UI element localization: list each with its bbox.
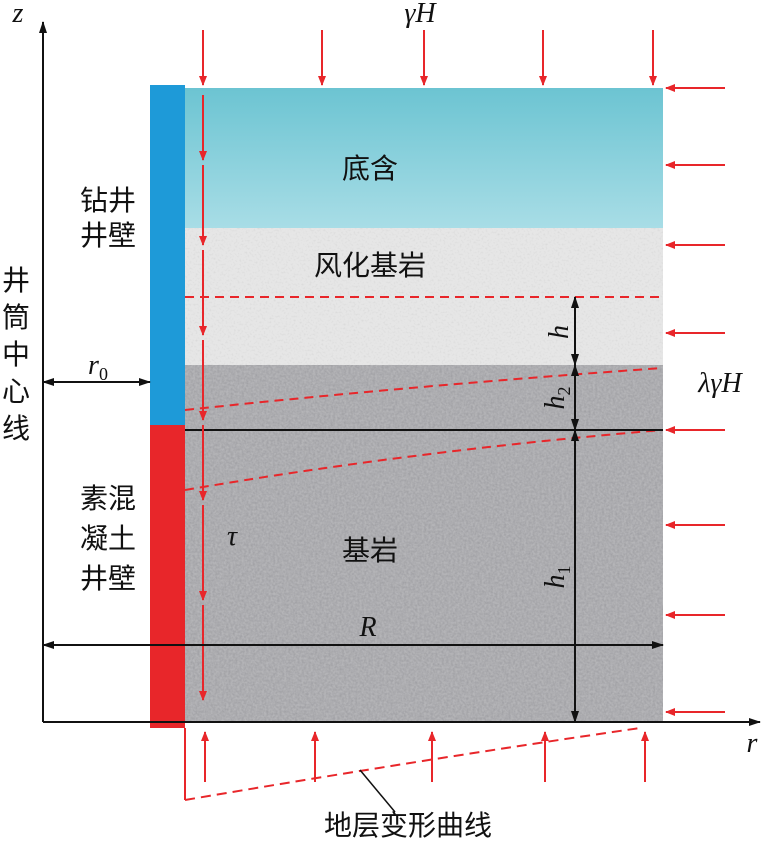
deformation-curve [184,429,664,491]
wall-label: 井壁 [80,219,136,252]
ground-deformation-curve [184,727,641,801]
deformation-curve [184,367,664,411]
wall-label: 素混 [80,482,136,515]
dimension-symbol: r [88,350,99,381]
curve-label: 地层变形曲线 [324,809,492,842]
centerline-label: 线 [2,412,30,445]
bottom-loads [201,731,649,782]
aquifer-layer [185,88,663,228]
axis-label: r [747,728,758,759]
concrete-wall [150,425,185,728]
strata [185,88,663,722]
wall-label: 井壁 [80,562,136,595]
dimension-subscript: 0 [99,364,108,384]
dimension-label: r0 [88,350,108,384]
load-label: λγH [697,368,743,399]
dimension-label: h2 [540,387,574,410]
dimension-symbol: h [540,396,571,410]
load-label: γH [404,0,437,29]
layer-label: 底含 [342,152,398,185]
dimension-subscript: 1 [554,566,574,575]
dimensions [42,296,664,723]
wall-label: 凝土 [80,522,136,555]
axes [39,21,761,726]
drilled-wall [150,85,185,425]
wall-label: 钻井 [80,184,136,217]
dimension-label: R [358,612,376,643]
layer-label: 基岩 [342,534,398,567]
shear-label: τ [227,521,238,552]
dimension-label: h [544,325,575,339]
bedrock-texture [185,365,663,722]
axis-label: z [12,0,24,29]
dimension-label: h1 [540,566,574,589]
centerline-label: 心 [2,375,30,408]
leader-line [359,769,396,813]
centerline-label: 井 [2,264,30,297]
dimension-symbol: h [540,575,571,589]
layer-label: 风化基岩 [314,249,426,282]
side-loads [665,84,725,716]
centerline-label: 中 [2,338,30,371]
top-loads [199,30,657,86]
dimension-subscript: 2 [554,387,574,396]
centerline-label: 筒 [2,301,30,334]
